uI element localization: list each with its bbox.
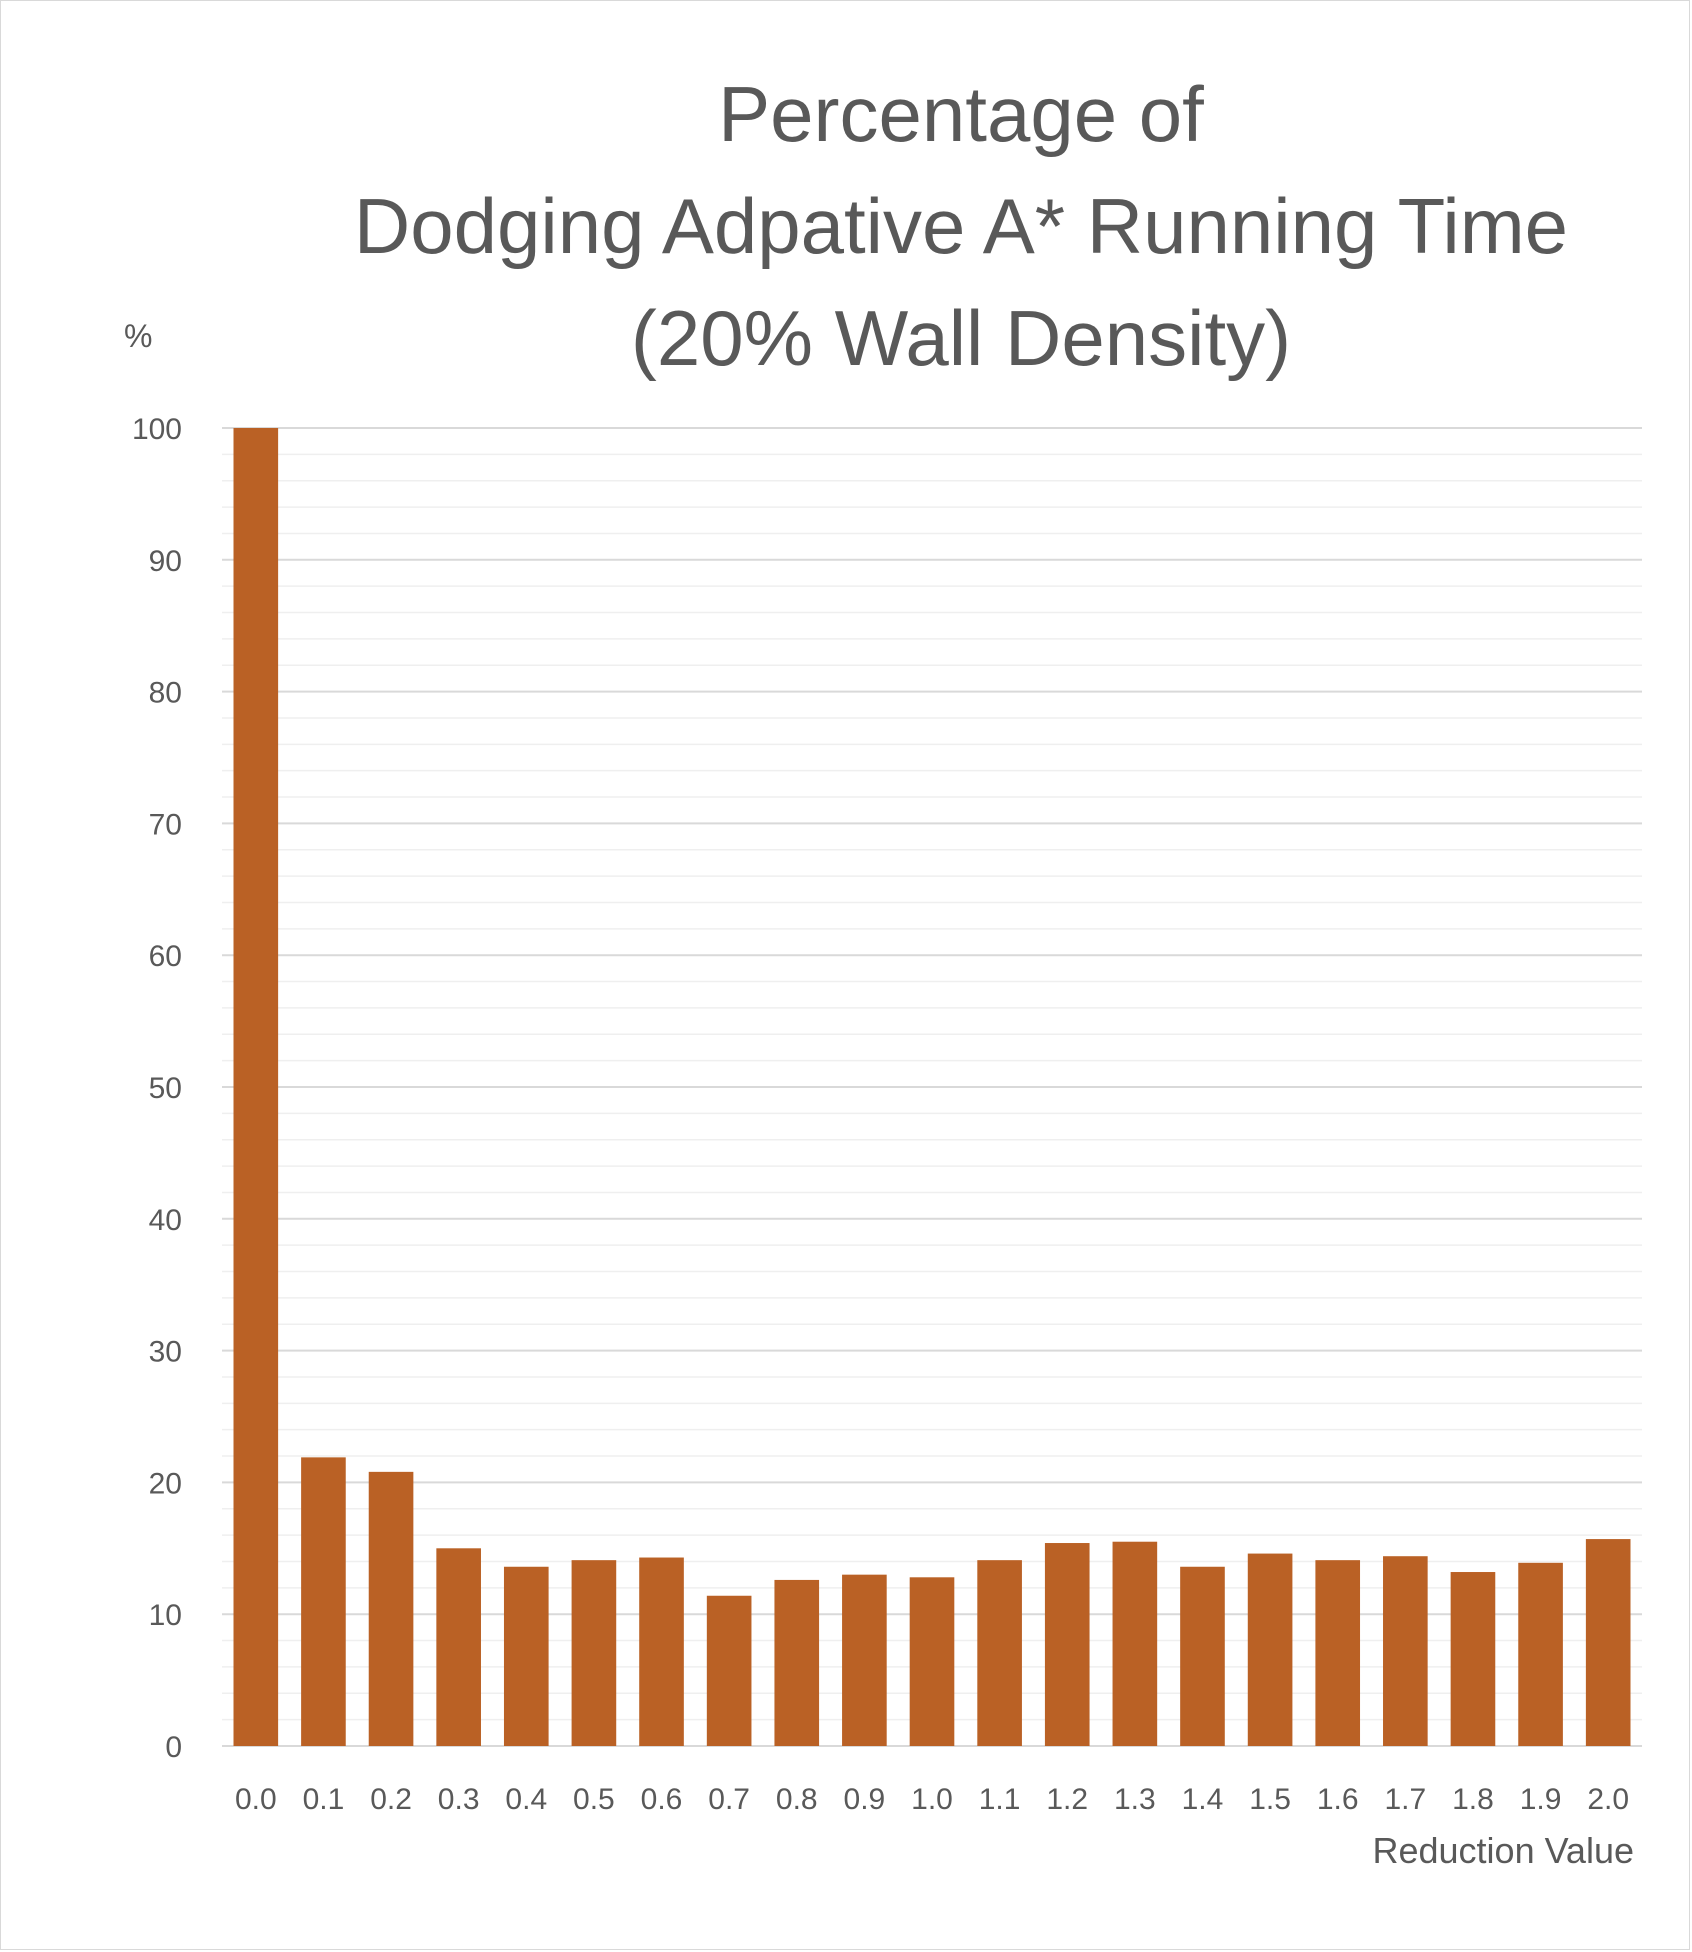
gridlines	[222, 427, 1642, 1747]
chart-title-line-3: (20% Wall Density)	[630, 294, 1292, 382]
x-tick-label: 0.3	[438, 1783, 480, 1816]
x-tick-label: 1.8	[1452, 1783, 1494, 1816]
x-tick-label: 0.5	[573, 1783, 615, 1816]
x-tick-label: 0.8	[776, 1783, 818, 1816]
bar	[706, 1595, 752, 1746]
bar	[1247, 1553, 1293, 1746]
y-tick-labels: 0 10 20 30 40 50 60 70 80 90 100	[132, 413, 182, 1764]
x-tick-label: 1.4	[1182, 1783, 1224, 1816]
x-tick-label: 1.0	[911, 1783, 953, 1816]
bar	[1585, 1539, 1631, 1746]
x-tick-label: 1.5	[1249, 1783, 1291, 1816]
x-tick-label: 1.9	[1520, 1783, 1562, 1816]
bar	[1518, 1562, 1563, 1746]
y-tick-label: 40	[149, 1204, 182, 1237]
bar	[368, 1471, 414, 1746]
chart-title-line-2: Dodging Adpative A* Running Time	[353, 182, 1569, 270]
x-tick-label: 0.7	[708, 1783, 750, 1816]
bar	[977, 1560, 1022, 1746]
y-axis-label: %	[124, 318, 153, 354]
y-tick-label: 10	[149, 1599, 182, 1632]
bar	[1112, 1541, 1158, 1746]
bar	[503, 1566, 549, 1746]
bar	[774, 1579, 820, 1746]
y-tick-label: 50	[149, 1072, 182, 1105]
bar	[1044, 1543, 1090, 1746]
y-tick-label: 0	[165, 1731, 182, 1764]
bar	[842, 1574, 887, 1746]
x-tick-labels: 0.0 0.1 0.2 0.3 0.4 0.5 0.6 0.7 0.8 0.9 1.0 1.1 1.2 1…	[235, 1783, 1629, 1816]
bar	[436, 1548, 481, 1746]
y-tick-label: 20	[149, 1467, 182, 1500]
x-tick-label: 1.6	[1317, 1783, 1359, 1816]
bar	[1383, 1556, 1428, 1746]
x-tick-label: 1.7	[1384, 1783, 1426, 1816]
y-tick-label: 90	[149, 545, 182, 578]
bar	[909, 1577, 955, 1746]
bars	[233, 428, 1631, 1746]
bar	[233, 428, 279, 1746]
y-tick-label: 100	[132, 413, 182, 446]
bar	[301, 1457, 346, 1746]
x-tick-label: 0.9	[844, 1783, 886, 1816]
x-tick-label: 0.4	[505, 1783, 547, 1816]
x-tick-label: 0.2	[370, 1783, 412, 1816]
x-tick-label: 0.1	[303, 1783, 345, 1816]
x-axis-label: Reduction Value	[1372, 1830, 1634, 1871]
bar	[1315, 1560, 1361, 1746]
bar	[639, 1557, 684, 1746]
chart-title-line-1: Percentage of	[718, 70, 1204, 158]
bar	[1450, 1572, 1496, 1746]
x-tick-label: 0.0	[235, 1783, 277, 1816]
y-tick-label: 70	[149, 808, 182, 841]
x-tick-label: 1.2	[1046, 1783, 1088, 1816]
x-tick-label: 2.0	[1587, 1783, 1629, 1816]
bar	[571, 1560, 617, 1746]
y-tick-label: 30	[149, 1336, 182, 1369]
y-tick-label: 60	[149, 940, 182, 973]
chart-title: Percentage of Dodging Adpative A* Runnin…	[0, 58, 1692, 394]
bar	[1180, 1566, 1225, 1746]
x-tick-label: 1.3	[1114, 1783, 1156, 1816]
x-tick-label: 0.6	[641, 1783, 683, 1816]
x-tick-label: 1.1	[979, 1783, 1021, 1816]
y-tick-label: 80	[149, 677, 182, 710]
